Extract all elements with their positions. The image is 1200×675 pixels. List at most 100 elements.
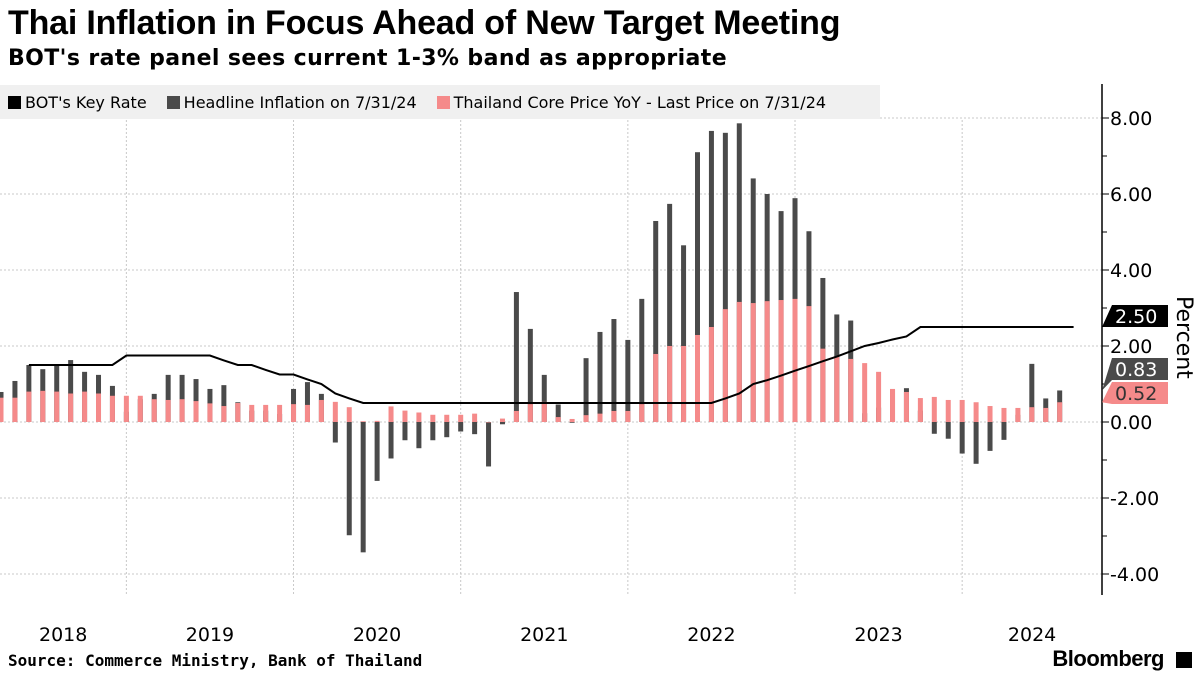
headline-bar [332, 422, 338, 443]
core-bar [973, 402, 979, 422]
headline-last-value-tag-shape [1102, 358, 1168, 391]
core-bar [639, 404, 645, 422]
core-last-value-tag-text: 0.52 [1115, 383, 1157, 405]
core-bar [778, 300, 784, 422]
headline-bar [973, 422, 979, 464]
core-bar [499, 418, 505, 422]
core-bar [291, 404, 297, 422]
headline-bar [555, 404, 561, 422]
headline-bar [304, 382, 310, 422]
headline-bar [374, 422, 380, 481]
core-bar [82, 391, 88, 422]
core-bar [12, 397, 18, 422]
rate-line-path [28, 326, 1074, 404]
core-last-value-tag: 0.52 [1102, 382, 1168, 405]
core-bar [583, 415, 589, 422]
core-bar [374, 420, 380, 422]
legend-swatch-core [436, 95, 450, 109]
x-tick-label: 2021 [520, 624, 568, 646]
headline-bar [346, 422, 352, 536]
headline-bar [931, 422, 937, 434]
core-bar [207, 403, 213, 422]
x-tick-label: 2022 [687, 624, 735, 646]
legend-label: Thailand Core Price YoY - Last Price on … [453, 92, 827, 112]
core-last-value-tag-shape [1102, 382, 1168, 404]
headline-bar [945, 422, 951, 439]
core-bar [26, 391, 32, 422]
bars [0, 123, 1063, 553]
headline-bar [681, 245, 687, 422]
headline-bar [695, 152, 700, 422]
y-axis-label: Percent [1171, 296, 1196, 379]
headline-bar [583, 358, 589, 422]
core-bar [388, 406, 394, 422]
core-bar [332, 401, 338, 422]
core-bar [137, 395, 143, 422]
core-bar [959, 399, 965, 422]
core-bar [792, 298, 798, 422]
x-tick-label: 2023 [854, 624, 902, 646]
x-tick-label: 2019 [186, 624, 234, 646]
core-bar [541, 401, 547, 422]
headline-bar [458, 422, 464, 432]
core-bar [235, 403, 241, 422]
rate-last-value-tag-shape [1102, 305, 1168, 327]
core-bar [123, 395, 129, 422]
bloomberg-mark-icon [1176, 652, 1192, 668]
core-bar [96, 393, 102, 422]
core-bar [569, 418, 575, 422]
core-bar [931, 396, 937, 422]
legend-item-headline: Headline Inflation on 7/31/24 [166, 92, 417, 112]
bloomberg-logo: Bloomberg [1052, 646, 1164, 671]
headline-last-value-tag: 0.83 [1102, 358, 1168, 391]
core-bar [165, 399, 171, 422]
core-bar [722, 309, 728, 422]
core-bar [193, 401, 199, 422]
core-bar [625, 410, 631, 422]
headline-bar [736, 123, 742, 422]
core-bar [834, 357, 840, 422]
x-tick-label: 2020 [353, 624, 401, 646]
core-bar [346, 407, 352, 422]
headline-bar [193, 379, 199, 422]
core-bar [179, 399, 185, 422]
headline-bar [611, 319, 617, 422]
rate-last-value-tag-text: 2.50 [1115, 306, 1157, 328]
x-axis-labels: 2018 2019 2020 2021 2022 2023 2024 [39, 624, 1056, 646]
core-bar [764, 301, 770, 422]
core-bar [40, 390, 46, 422]
headline-last-value-tag-text: 0.83 [1115, 359, 1157, 381]
core-bar [68, 393, 74, 422]
headline-bar [750, 178, 756, 422]
core-bar [597, 413, 603, 422]
rate-last-value-tag: 2.50 [1102, 305, 1168, 328]
y-tick-label: 8.00 [1110, 108, 1152, 130]
core-bar [903, 391, 909, 422]
core-bar [820, 348, 826, 422]
core-bar [681, 346, 687, 422]
core-bar [458, 414, 464, 422]
core-bar [472, 413, 478, 422]
headline-bar [499, 422, 505, 425]
core-bar [708, 327, 714, 422]
core-bar [527, 404, 533, 422]
core-bar [917, 398, 923, 422]
core-bar [736, 301, 742, 422]
core-bar [416, 412, 422, 422]
legend-label: Headline Inflation on 7/31/24 [183, 92, 417, 112]
y-axis: 8.00 6.00 4.00 2.00 0.00 -2.00 -4.00 2.50 0.830.… [1101, 84, 1168, 595]
core-bar [221, 406, 227, 422]
core-bar [695, 334, 700, 422]
headline-bar [416, 422, 422, 449]
legend-item-core: Thailand Core Price YoY - Last Price on … [436, 92, 827, 112]
core-bar [890, 388, 896, 422]
headline-bar [68, 360, 74, 422]
headline-bar [472, 422, 478, 435]
headline-bar [987, 422, 993, 451]
core-bar [109, 395, 115, 422]
core-bar [611, 410, 617, 422]
headline-bar [597, 331, 603, 422]
legend: BOT's Key Rate Headline Inflation on 7/3… [0, 85, 880, 119]
core-bar [304, 404, 310, 422]
core-bar [0, 397, 4, 422]
